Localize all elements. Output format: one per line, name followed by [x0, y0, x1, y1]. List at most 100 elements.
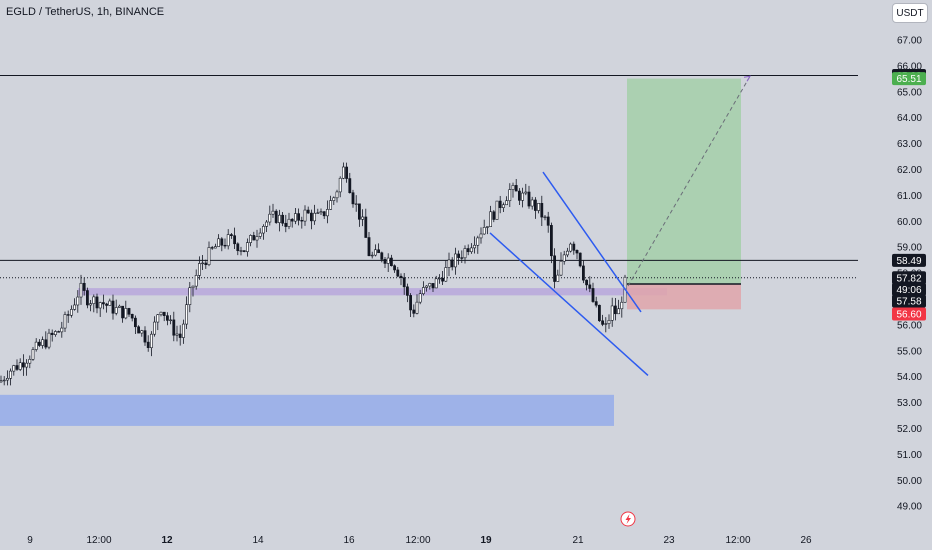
candle: [581, 260, 585, 284]
price-label-bg: [892, 307, 926, 321]
candle: [396, 266, 400, 278]
lightning-icon[interactable]: [620, 511, 636, 527]
candle: [124, 300, 128, 320]
candle-body: [517, 190, 521, 201]
candle: [2, 376, 6, 386]
candle: [118, 304, 121, 308]
price-label-bg: [892, 282, 926, 296]
candle: [82, 277, 86, 296]
candle: [444, 260, 448, 282]
candle: [389, 254, 393, 267]
candle-body: [18, 362, 22, 370]
candle-body: [604, 323, 608, 325]
candle-body: [441, 277, 445, 282]
candle: [194, 269, 198, 290]
y-tick-label: 56.00: [897, 320, 922, 331]
candle-body: [159, 311, 163, 316]
candle: [127, 307, 131, 317]
candle-body: [201, 262, 205, 265]
candle-body: [162, 311, 166, 316]
candle: [95, 293, 99, 314]
candle: [405, 283, 409, 303]
candle: [143, 326, 147, 346]
candle: [47, 328, 51, 350]
candle: [198, 256, 201, 280]
candle: [341, 162, 345, 180]
candle: [188, 281, 192, 313]
candle: [98, 301, 102, 317]
candle-body: [585, 279, 589, 286]
x-tick-label: 16: [343, 535, 355, 546]
y-tick-label: 63.00: [897, 139, 922, 150]
candle-body: [393, 265, 397, 271]
candle: [604, 317, 608, 333]
candle-body: [306, 209, 310, 214]
y-tick-label: 53.00: [897, 398, 922, 409]
x-tick-label: 9: [27, 535, 33, 546]
candle: [549, 222, 553, 264]
candle-body: [102, 302, 105, 305]
price-label-text: 49:06: [896, 285, 921, 296]
candle-body: [156, 314, 160, 323]
candle-body: [463, 248, 467, 259]
y-tick-label: 59.00: [897, 243, 922, 254]
candle-body: [466, 248, 470, 253]
candle: [274, 209, 278, 224]
x-axis[interactable]: 9 12:00 12 14 16 12:00 19 21 23 12:00 26: [27, 535, 812, 546]
candle-body: [345, 166, 349, 179]
candle-body: [418, 293, 422, 303]
candle-body: [329, 200, 333, 210]
candle: [383, 257, 387, 268]
currency-badge[interactable]: USDT: [892, 3, 928, 23]
candle: [137, 325, 141, 334]
candle: [521, 187, 525, 208]
candle-body: [258, 232, 262, 237]
candle-body: [140, 330, 144, 334]
candle-body: [166, 315, 169, 321]
profit-zone: [627, 78, 741, 284]
candle-body: [473, 244, 477, 249]
candle: [140, 329, 144, 337]
candle: [287, 212, 291, 230]
candle-body: [530, 199, 534, 207]
candle: [482, 219, 486, 235]
candle: [297, 208, 301, 226]
candle-body: [191, 285, 195, 289]
x-tick-label: 12:00: [86, 535, 111, 546]
candle: [162, 311, 166, 322]
candle: [530, 196, 534, 210]
candle: [543, 215, 547, 221]
candle-body: [28, 358, 32, 364]
candle: [585, 279, 589, 291]
candle-body: [223, 244, 227, 247]
candle: [572, 241, 576, 255]
candle: [277, 209, 281, 232]
candle-body: [300, 219, 304, 222]
candle-body: [60, 327, 64, 333]
candle: [166, 312, 169, 326]
candle: [453, 247, 457, 275]
candle-body: [246, 242, 249, 252]
x-tick-label: 12: [161, 535, 173, 546]
candle: [594, 296, 598, 308]
candle-body: [348, 178, 352, 194]
candle-body: [469, 247, 473, 253]
candle: [70, 305, 73, 318]
x-tick-label: 26: [800, 535, 812, 546]
price-label: 58.49: [892, 253, 926, 267]
candle: [102, 294, 105, 310]
candle-body: [501, 204, 505, 208]
candle: [450, 257, 454, 271]
candle-body: [322, 211, 326, 217]
candle: [460, 250, 464, 263]
candle-body: [79, 282, 83, 298]
candle: [501, 202, 505, 212]
candle-body: [581, 265, 585, 281]
candle: [268, 205, 272, 226]
candle-body: [607, 320, 611, 324]
candle-body: [290, 218, 294, 222]
candle-body: [146, 341, 150, 349]
candle-body: [383, 259, 387, 264]
candle: [613, 298, 617, 321]
